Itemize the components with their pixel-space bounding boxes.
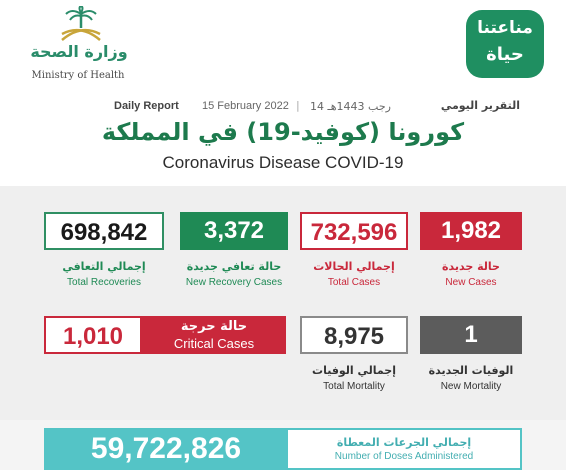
gregorian-date: 15 February 2022: [202, 100, 289, 112]
daily-report-label: Daily Report: [114, 100, 179, 112]
total-cases-value: 732,596: [300, 212, 408, 250]
total-mortality-value: 8,975: [300, 316, 408, 354]
palm-swords-emblem-icon: [61, 6, 101, 41]
critical-cases-label-ar: حالة حرجة: [180, 319, 248, 334]
doses-administered-label: إجمالي الجرعات المعطاة Number of Doses A…: [288, 428, 522, 470]
ministry-name-arabic: وزارة الصحة: [30, 42, 128, 61]
date-separator: |: [296, 99, 300, 112]
total-cases-label-en: Total Cases: [327, 277, 381, 288]
ministry-name-english: Ministry of Health: [31, 70, 125, 81]
doses-label-ar: إجمالي الجرعات المعطاة: [336, 436, 472, 449]
new-recovery-value: 3,372: [180, 212, 288, 250]
ministry-of-health-logo: وزارة الصحة Ministry of Health: [22, 6, 132, 86]
total-mortality-label-en: Total Mortality: [323, 381, 385, 392]
page-title-arabic: كورونا (كوفيد-19) في المملكة: [101, 118, 465, 146]
doses-label-en: Number of Doses Administered: [334, 451, 474, 462]
new-cases-label-ar: حالة جديدة: [442, 260, 500, 273]
new-mortality-value: 1: [420, 316, 522, 354]
new-recovery-label-en: New Recovery Cases: [185, 277, 283, 288]
critical-cases-label-en: Critical Cases: [173, 336, 255, 351]
total-cases-label-ar: إجمالي الحالات: [313, 260, 395, 273]
logo-line-2: حياة: [486, 44, 524, 65]
report-date-line: Daily Report 15 February 2022 | 14 رجب 1…: [110, 99, 520, 115]
doses-administered-value: 59,722,826: [44, 428, 288, 470]
page-title-english: Coronavirus Disease COVID-19: [162, 153, 404, 172]
total-mortality-label-ar: إجمالي الوفيات: [312, 364, 396, 377]
hijri-date: 14 رجب 1443هـ: [310, 100, 391, 113]
new-cases-value: 1,982: [420, 212, 522, 250]
daily-report-arabic: التقرير اليومي: [440, 99, 520, 112]
new-cases-label-en: New Cases: [445, 277, 497, 288]
our-immunity-life-logo: مناعتنا حياة: [466, 10, 544, 78]
total-recoveries-value: 698,842: [44, 212, 164, 250]
new-recovery-label-ar: حالة تعافي جديدة: [186, 260, 282, 273]
critical-cases-value: 1,010: [44, 316, 142, 354]
total-recoveries-label-ar: إجمالي التعافي: [62, 260, 146, 273]
new-mortality-label-en: New Mortality: [440, 381, 502, 392]
new-mortality-label-ar: الوفيات الجديدة: [428, 364, 514, 377]
logo-line-1: مناعتنا: [477, 18, 533, 38]
critical-cases-label: حالة حرجة Critical Cases: [142, 316, 286, 354]
total-recoveries-label-en: Total Recoveries: [67, 277, 141, 288]
